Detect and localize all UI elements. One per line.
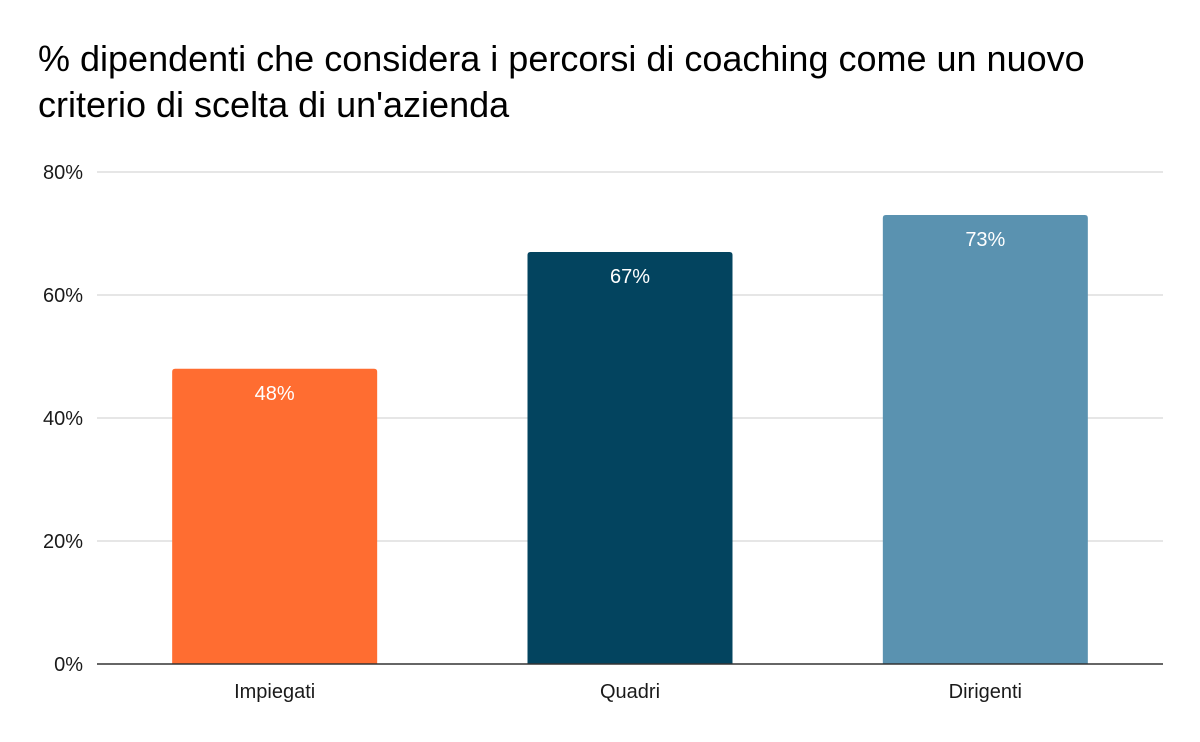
y-tick-label: 40% (43, 408, 83, 430)
bar-dirigenti (882, 215, 1088, 665)
chart-title: % dipendenti che considera i percorsi di… (38, 38, 1085, 125)
x-tick-label: Impiegati (234, 681, 315, 703)
y-tick-label: 0% (54, 654, 83, 676)
data-label: 67% (610, 266, 650, 288)
y-tick-label: 60% (43, 285, 83, 307)
bar-quadri (527, 251, 733, 664)
x-tick-label: Dirigenti (949, 681, 1022, 703)
bar-impiegati (172, 368, 378, 664)
y-tick-label: 80% (43, 162, 83, 184)
y-tick-label: 20% (43, 531, 83, 553)
data-label: 48% (255, 383, 295, 405)
data-label: 73% (965, 229, 1005, 251)
x-tick-label: Quadri (600, 681, 660, 703)
